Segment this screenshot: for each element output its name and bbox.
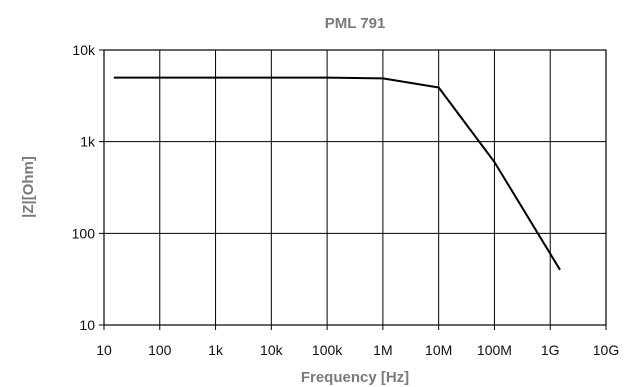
y-axis-label: |Z|[Ohm] — [20, 156, 37, 218]
y-tick-labels: 10 100 1k 10k — [72, 42, 96, 333]
x-tick-label: 1G — [541, 342, 560, 358]
grid — [99, 49, 607, 330]
series-layer — [113, 76, 561, 271]
x-tick-label: 10M — [425, 342, 452, 358]
x-tick-label: 10G — [593, 342, 619, 358]
x-tick-label: 10 — [96, 342, 112, 358]
y-tick-label: 10k — [72, 42, 96, 58]
y-tick-label: 1k — [80, 134, 96, 150]
x-tick-label: 1M — [373, 342, 392, 358]
impedance-series-line — [113, 76, 561, 271]
x-tick-label: 100M — [477, 342, 512, 358]
x-axis-label: Frequency [Hz] — [301, 369, 409, 386]
x-tick-labels: 10 100 1k 10k 100k 1M 10M 100M 1G 10G — [96, 342, 619, 358]
x-tick-label: 100k — [312, 342, 343, 358]
y-tick-label: 100 — [72, 225, 96, 241]
x-tick-label: 1k — [208, 342, 224, 358]
plot-frame — [103, 49, 607, 326]
x-tick-label: 100 — [148, 342, 172, 358]
x-tick-label: 10k — [260, 342, 284, 358]
y-tick-label: 10 — [79, 317, 95, 333]
chart-title: PML 791 — [325, 15, 386, 32]
